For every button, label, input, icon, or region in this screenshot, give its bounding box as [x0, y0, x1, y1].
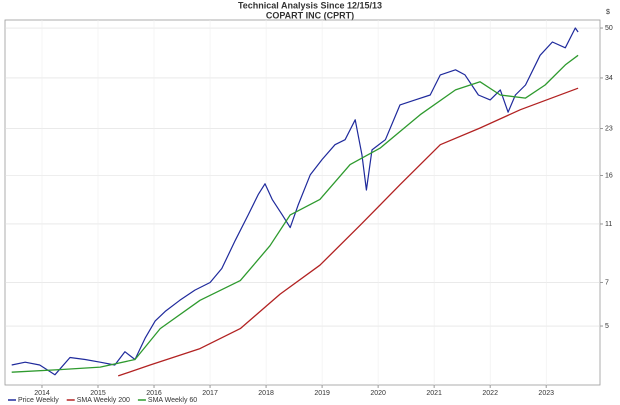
x-tick-label: 2021 [426, 390, 442, 397]
chart-title: Technical Analysis Since 12/15/13 [238, 0, 382, 10]
legend-label: SMA Weekly 60 [148, 397, 197, 404]
series-line [117, 87, 579, 377]
x-tick-label: 2018 [258, 390, 274, 397]
x-tick-label: 2022 [482, 390, 498, 397]
x-tick-label: 2014 [34, 390, 50, 397]
y-axis-label: $ [606, 9, 610, 16]
chart-subtitle: COPART INC (CPRT) [266, 10, 354, 20]
y-tick-label: 5 [605, 323, 609, 330]
y-tick-label: 11 [605, 221, 612, 228]
legend-label: SMA Weekly 200 [77, 397, 130, 404]
plot-frame [4, 19, 601, 386]
y-tick-label: 50 [605, 25, 613, 32]
x-tick-label: 2017 [202, 390, 218, 397]
x-tick-label: 2019 [314, 390, 330, 397]
series-line [11, 54, 579, 373]
x-tick-label: 2023 [538, 390, 554, 397]
x-tick-label: 2020 [370, 390, 386, 397]
x-tick-label: 2015 [90, 390, 106, 397]
legend-label: Price Weekly [18, 397, 59, 404]
y-tick-label: 16 [605, 172, 613, 179]
y-tick-label: 23 [605, 125, 613, 132]
y-tick-label: 7 [605, 279, 609, 286]
y-tick-label: 34 [605, 75, 613, 82]
x-tick-label: 2016 [146, 390, 162, 397]
